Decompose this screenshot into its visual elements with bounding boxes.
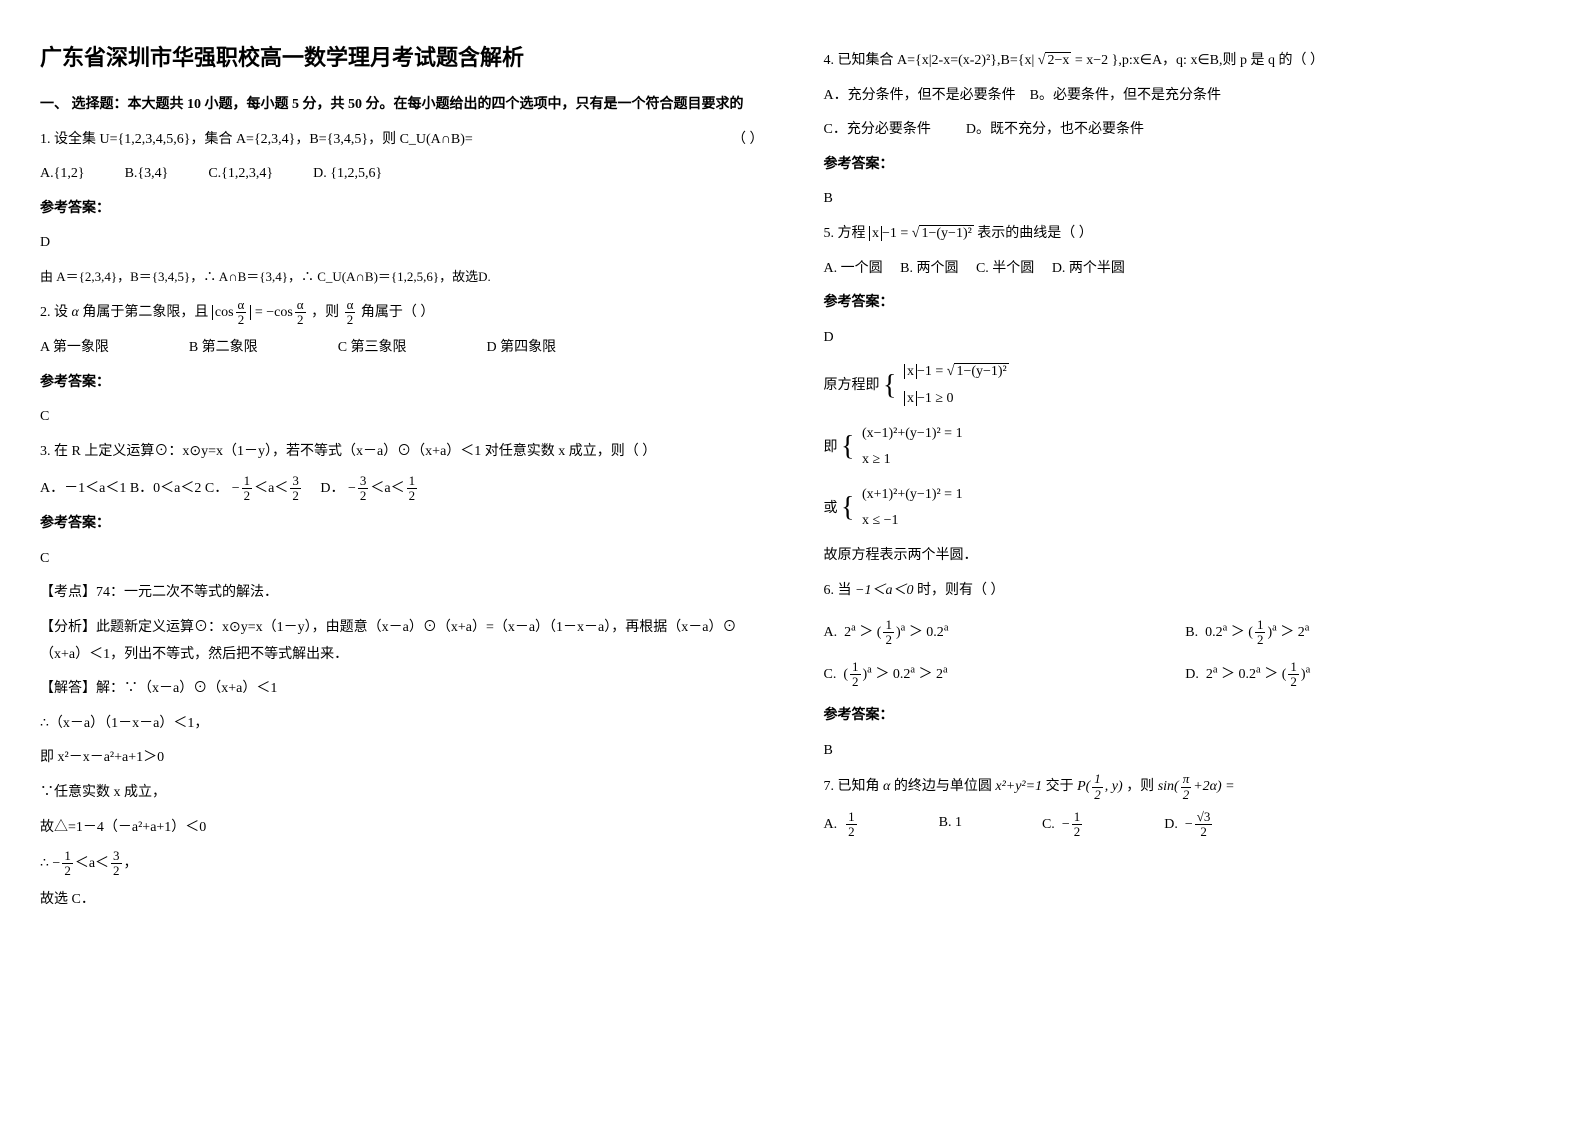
q3-step1: ∴（x－a）（1－x－a）＜1，: [40, 711, 764, 738]
q3-options: A．－1＜a＜1 B．0＜a＜2 C． −12＜a＜32 D． −32＜a＜12: [40, 474, 764, 504]
q1-opt-b: B.{3,4}: [125, 161, 169, 188]
q2-opt-d: D 第四象限: [487, 335, 557, 362]
q5-answer: D: [824, 325, 1548, 352]
q5-l2: 或: [824, 501, 842, 516]
q2-ref-label: 参考答案：: [40, 370, 764, 397]
q3-step2: 即 x²－x－a²+a+1＞0: [40, 745, 764, 772]
q5-options: A. 一个圆 B. 两个圆 C. 半个圆 D. 两个半圆: [824, 256, 1548, 283]
q7-mid1: 的终边与单位圆: [894, 779, 992, 794]
q4-opts-row1: A．充分条件，但不是必要条件 B。必要条件，但不是充分条件: [824, 83, 1548, 110]
q5-step0: 原方程即 { x−1 = √1−(y−1)² x−1 ≥ 0: [824, 359, 1548, 412]
q5-step1: 即 { (x−1)²+(y−1)² = 1 x ≥ 1: [824, 421, 1548, 474]
q6-options: A. 2a ＞ (12)a ＞ 0.2a B. 0.2a ＞ (12)a ＞ 2…: [824, 612, 1548, 695]
q3-step6: 故选 C．: [40, 887, 764, 914]
q2-alpha: α: [72, 305, 79, 320]
q3-step5-pre: ∴: [40, 856, 52, 871]
q3-step4: 故△=1－4（－a²+a+1）＜0: [40, 815, 764, 842]
q3-opt-c-frac: −12＜a＜32: [232, 481, 307, 496]
q7-pre: 7. 已知角: [824, 779, 880, 794]
q4-opt-b: B。必要条件，但不是充分条件: [1030, 88, 1221, 103]
q2-options: A 第一象限 B 第二象限 C 第三象限 D 第四象限: [40, 335, 764, 362]
q4-stem: 4. 已知集合 A={x|2-x=(x-2)²},B={x| √2−x = x−…: [824, 48, 1548, 75]
left-column: 广东省深圳市华强职校高一数学理月考试题含解析 一、 选择题：本大题共 10 小题…: [40, 40, 764, 921]
q4-ref-label: 参考答案：: [824, 152, 1548, 179]
q5-opt-d: D. 两个半圆: [1052, 261, 1125, 276]
q5-step3: 故原方程表示两个半圆．: [824, 543, 1548, 570]
q2-pre: 2. 设: [40, 305, 68, 320]
q3-fx: 【分析】此题新定义运算⊙：x⊙y=x（1－y），由题意（x－a）⊙（x+a）=（…: [40, 615, 764, 668]
q5-eq: x−1 = √1−(y−1)²: [869, 225, 977, 241]
q5-ref-label: 参考答案：: [824, 290, 1548, 317]
q2-opt-b: B 第二象限: [189, 335, 258, 362]
q6-ref-label: 参考答案：: [824, 703, 1548, 730]
q5-opt-c: C. 半个圆: [976, 261, 1034, 276]
q6-opt-c: C. (12)a ＞ 0.2a ＞ 2a: [824, 660, 1186, 690]
q1-stem-row: 1. 设全集 U={1,2,3,4,5,6}，集合 A={2,3,4}，B={3…: [40, 127, 764, 154]
q3-ref-label: 参考答案：: [40, 511, 764, 538]
q5-stem: 5. 方程 x−1 = √1−(y−1)² 表示的曲线是（ ）: [824, 221, 1548, 248]
q1-opt-c: C.{1,2,3,4}: [208, 161, 273, 188]
q2-post: ，则: [311, 305, 343, 320]
q5-l1: 即: [824, 439, 842, 454]
q3-step0: 【解答】解：∵（x－a）⊙（x+a）＜1: [40, 676, 764, 703]
q6-stem-post: 时，则有（ ）: [917, 583, 1005, 598]
q2-stem: 2. 设 α 角属于第二象限，且 cosα2 = −cosα2 ，则 α2 角属…: [40, 298, 764, 328]
q3-opt-d-pre: D．: [320, 481, 344, 496]
q5-opt-b: B. 两个圆: [900, 261, 958, 276]
q4-answer: B: [824, 186, 1548, 213]
q2-answer: C: [40, 404, 764, 431]
q3-kp: 【考点】74：一元二次不等式的解法．: [40, 580, 764, 607]
q7-opt-a: A. 12: [824, 810, 859, 840]
q5-step2: 或 { (x+1)²+(y−1)² = 1 x ≤ −1: [824, 482, 1548, 535]
q5-l0: 原方程即: [824, 378, 884, 393]
q1-explanation: 由 A＝{2,3,4}，B＝{3,4,5}，∴ A∩B＝{3,4}，∴ C_U(…: [40, 265, 764, 290]
q4-stem-post: },p:x∈A，q: x∈B,则 p 是 q 的（ ）: [1112, 53, 1324, 68]
q3-opt-d-frac: −32＜a＜12: [348, 481, 419, 496]
q1-blank: （ ）: [732, 127, 764, 154]
q7-stem: 7. 已知角 α 的终边与单位圆 x²+y²=1 交于 P(12, y) ，则 …: [824, 772, 1548, 802]
q6-opt-d: D. 2a ＞ 0.2a ＞ (12)a: [1185, 660, 1547, 690]
q2-tail: 角属于（ ）: [361, 305, 435, 320]
q4-opt-d: D。既不充分，也不必要条件: [966, 122, 1144, 137]
q1-ref-label: 参考答案：: [40, 196, 764, 223]
q3-answer: C: [40, 546, 764, 573]
q4-opt-c: C．充分必要条件: [824, 122, 931, 137]
q7-options: A. 12 B. 1 C. −12 D. −√32: [824, 810, 1548, 840]
q2-abs-cos: cosα2: [212, 305, 251, 320]
q6-stem-pre: 6. 当: [824, 583, 852, 598]
q5-stem-post: 表示的曲线是（ ）: [977, 226, 1093, 241]
q5-opt-a: A. 一个圆: [824, 261, 883, 276]
q3-stem: 3. 在 R 上定义运算⊙：x⊙y=x（1－y），若不等式（x－a）⊙（x+a）…: [40, 439, 764, 466]
q1-opt-a: A.{1,2}: [40, 161, 85, 188]
right-column: 4. 已知集合 A={x|2-x=(x-2)²},B={x| √2−x = x−…: [824, 40, 1548, 921]
q7-mid3: ，则: [1126, 779, 1154, 794]
q7-mid2: 交于: [1046, 779, 1074, 794]
q1-options: A.{1,2} B.{3,4} C.{1,2,3,4} D. {1,2,5,6}: [40, 161, 764, 188]
q6-opt-a: A. 2a ＞ (12)a ＞ 0.2a: [824, 618, 1186, 648]
page-columns: 广东省深圳市华强职校高一数学理月考试题含解析 一、 选择题：本大题共 10 小题…: [40, 40, 1547, 921]
q7-opt-d: D. −√32: [1164, 810, 1214, 840]
page-title: 广东省深圳市华强职校高一数学理月考试题含解析: [40, 40, 764, 72]
section-1-heading: 一、 选择题：本大题共 10 小题，每小题 5 分，共 50 分。在每小题给出的…: [40, 92, 764, 119]
q1-opt-d: D. {1,2,5,6}: [313, 161, 382, 188]
q4-opts-row2: C．充分必要条件 D。既不充分，也不必要条件: [824, 117, 1548, 144]
q4-stem-pre: 4. 已知集合 A={x|2-x=(x-2)²},B={x|: [824, 53, 1038, 68]
q2-opt-c: C 第三象限: [338, 335, 407, 362]
q2-opt-a: A 第一象限: [40, 335, 109, 362]
q3-step3: ∵任意实数 x 成立，: [40, 780, 764, 807]
q1-answer: D: [40, 230, 764, 257]
q3-opt-abc: A．－1＜a＜1 B．0＜a＜2 C．: [40, 481, 228, 496]
q7-opt-c: C. −12: [1042, 810, 1084, 840]
q3-step5: ∴ −12＜a＜32，: [40, 849, 764, 879]
q6-stem: 6. 当 −1＜a＜0 时，则有（ ）: [824, 578, 1548, 605]
q4-opt-a: A．充分条件，但不是必要条件: [824, 88, 1016, 103]
q6-opt-b: B. 0.2a ＞ (12)a ＞ 2a: [1185, 618, 1547, 648]
q5-stem-pre: 5. 方程: [824, 226, 866, 241]
q7-opt-b: B. 1: [939, 810, 962, 840]
q1-stem: 1. 设全集 U={1,2,3,4,5,6}，集合 A={2,3,4}，B={3…: [40, 127, 473, 154]
q2-alpha-half: α2: [345, 298, 356, 328]
q2-cond: 角属于第二象限，且: [82, 305, 208, 320]
q4-sqrt: √2−x = x−2: [1038, 52, 1108, 68]
q6-answer: B: [824, 738, 1548, 765]
